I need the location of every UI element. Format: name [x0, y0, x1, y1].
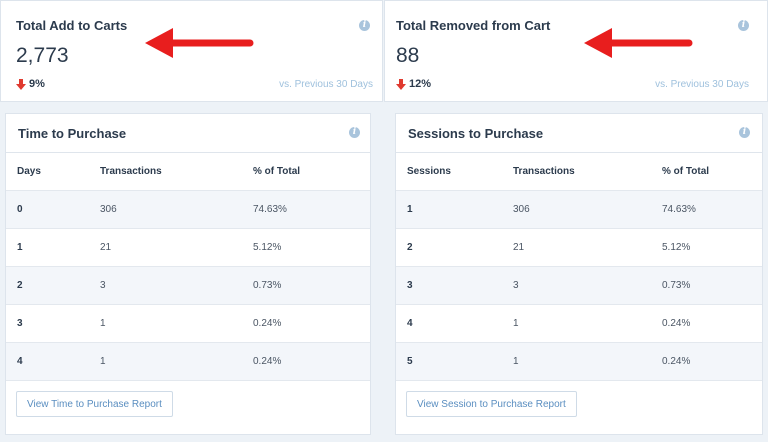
panel-header: Sessions to Purchase i	[396, 114, 762, 153]
table-row: 2 3 0.73%	[6, 266, 370, 305]
table-cell: 74.63%	[651, 190, 762, 229]
info-icon[interactable]: i	[349, 127, 360, 138]
table-cell: 21	[89, 228, 242, 267]
table-cell: 3	[502, 266, 651, 305]
panel-title: Time to Purchase	[18, 126, 127, 141]
removed-change: 12%	[396, 78, 431, 90]
removed-value: 88	[396, 44, 420, 67]
arrow-down-icon	[396, 78, 406, 90]
panel-title: Sessions to Purchase	[408, 126, 544, 141]
table-cell: 1	[502, 342, 651, 381]
table-cell: 2	[6, 266, 89, 305]
sessions-to-purchase-table: Sessions Transactions % of Total 1 306 7…	[396, 153, 762, 381]
table-cell: 4	[396, 304, 502, 343]
arrow-down-icon	[16, 78, 26, 90]
removed-from-cart-card: Total Removed from Cart 88 12% vs. Previ…	[384, 0, 768, 102]
table-cell: 0.24%	[242, 342, 370, 381]
sessions-to-purchase-panel: Sessions to Purchase i Sessions Transact…	[395, 113, 763, 435]
table-row: 2 21 5.12%	[396, 228, 762, 267]
table-cell: 0.73%	[242, 266, 370, 305]
removed-compare: vs. Previous 30 Days	[655, 79, 749, 90]
table-cell: 1	[89, 304, 242, 343]
table-cell: 2	[396, 228, 502, 267]
table-cell: 1	[502, 304, 651, 343]
table-row: 3 3 0.73%	[396, 266, 762, 305]
column-header: % of Total	[242, 153, 370, 191]
table-cell: 4	[6, 342, 89, 381]
view-session-to-purchase-report-button[interactable]: View Session to Purchase Report	[406, 391, 577, 417]
view-time-to-purchase-report-button[interactable]: View Time to Purchase Report	[16, 391, 173, 417]
info-icon[interactable]: i	[359, 20, 370, 31]
table-row: 5 1 0.24%	[396, 342, 762, 381]
table-cell: 0	[6, 190, 89, 229]
info-icon[interactable]: i	[739, 127, 750, 138]
table-cell: 0.24%	[651, 342, 762, 381]
add-to-carts-value: 2,773	[16, 44, 69, 67]
red-arrow-left-icon	[584, 28, 693, 58]
table-cell: 1	[396, 190, 502, 229]
info-icon[interactable]: i	[738, 20, 749, 31]
table-row: 1 21 5.12%	[6, 228, 370, 267]
removed-change-value: 12%	[409, 78, 432, 90]
add-to-carts-compare: vs. Previous 30 Days	[279, 79, 373, 90]
add-to-carts-change: 9%	[16, 78, 45, 90]
table-cell: 5.12%	[651, 228, 762, 267]
table-cell: 0.24%	[242, 304, 370, 343]
red-arrow-left-icon	[145, 28, 254, 58]
time-to-purchase-table: Days Transactions % of Total 0 306 74.63…	[6, 153, 370, 381]
table-cell: 3	[89, 266, 242, 305]
table-row: 3 1 0.24%	[6, 304, 370, 343]
table-cell: 0.73%	[651, 266, 762, 305]
time-to-purchase-panel: Time to Purchase i Days Transactions % o…	[5, 113, 371, 435]
column-header: % of Total	[651, 153, 762, 191]
table-row: 4 1 0.24%	[6, 342, 370, 381]
table-cell: 5	[396, 342, 502, 381]
table-cell: 1	[6, 228, 89, 267]
table-cell: 1	[89, 342, 242, 381]
column-header: Sessions	[396, 153, 502, 191]
removed-title: Total Removed from Cart	[396, 18, 551, 33]
column-header: Days	[6, 153, 89, 191]
table-row: 1 306 74.63%	[396, 190, 762, 229]
panel-header: Time to Purchase i	[6, 114, 370, 153]
table-header-row: Sessions Transactions % of Total	[396, 153, 762, 191]
table-row: 0 306 74.63%	[6, 190, 370, 229]
table-cell: 0.24%	[651, 304, 762, 343]
column-header: Transactions	[89, 153, 242, 191]
table-cell: 21	[502, 228, 651, 267]
add-to-carts-title: Total Add to Carts	[16, 18, 128, 33]
table-header-row: Days Transactions % of Total	[6, 153, 370, 191]
add-to-carts-change-value: 9%	[29, 78, 45, 90]
column-header: Transactions	[502, 153, 651, 191]
table-cell: 5.12%	[242, 228, 370, 267]
table-cell: 306	[89, 190, 242, 229]
table-cell: 3	[6, 304, 89, 343]
add-to-carts-card: Total Add to Carts 2,773 9% vs. Previous…	[0, 0, 383, 102]
table-row: 4 1 0.24%	[396, 304, 762, 343]
table-cell: 74.63%	[242, 190, 370, 229]
table-cell: 306	[502, 190, 651, 229]
table-cell: 3	[396, 266, 502, 305]
